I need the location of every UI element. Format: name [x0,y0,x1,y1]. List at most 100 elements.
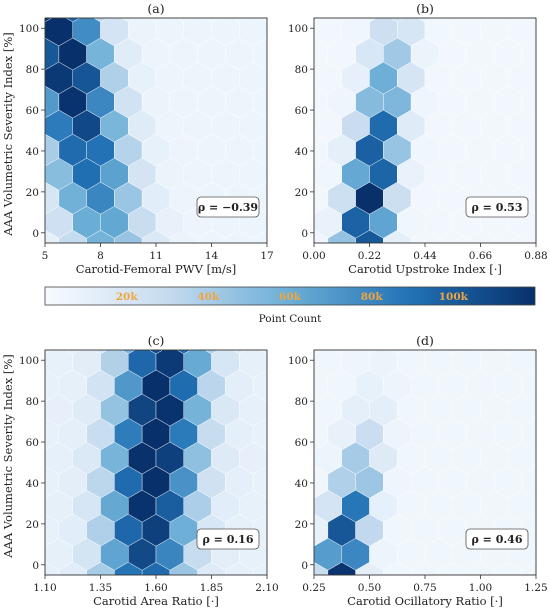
hexbin-cell [148,18,164,23]
hexbin-cell [239,350,267,379]
hexbin-cell [521,561,536,575]
x-tick-label: 0.50 [358,582,381,594]
correlation-box [196,528,260,550]
panel-c: (c) 1.10 1.35 1.60 1.85 2.10 0 20 40 60 80 100 Carot… [19,333,279,608]
hexbin-cell [259,350,267,355]
colorbar-label: Point Count [259,313,323,325]
hexbin-cell [204,350,219,355]
hexbin-cell [93,18,108,23]
hexbin-cell [314,561,329,575]
x-tick-label: 1.85 [200,582,223,594]
hexbin-cell [521,465,536,499]
x-tick-label: 0.25 [302,582,325,594]
y-tick-label: 20 [295,187,308,199]
x-tick-label: 8 [97,250,104,262]
hexbin-cell [204,18,219,23]
hexbin-cell [232,350,247,355]
y-tick-label: 0 [32,228,39,240]
correlation-box [196,196,260,218]
x-tick-label: 1.35 [89,582,112,594]
y-tick-label: 60 [26,105,39,117]
x-tick-label: 0.66 [469,250,493,262]
hexbin-cell [390,350,405,355]
hexbin-cell [176,350,191,355]
correlation-annotation: ρ = 0.16 [203,533,254,546]
y-tick-label: 20 [26,519,39,531]
correlation-annotation: ρ = −0.39 [198,201,258,214]
hexbin-cell [314,229,329,243]
y-tick-label: 40 [295,478,308,490]
hexbin-cell [521,229,536,243]
y-tick-label: 0 [301,560,308,572]
y-tick-label: 100 [288,23,308,35]
x-tick-label: 1.10 [33,582,56,594]
hexbin-cell [508,350,536,379]
x-tick-label: 2.10 [255,582,278,594]
hexbin-cell [121,350,136,355]
hexbin-cell [521,417,536,451]
hexbin-cell [45,350,53,355]
x-tick-label: 0.75 [413,582,436,594]
panel-title: (c) [148,333,165,348]
x-axis-label: Carotid Upstroke Index [·] [348,262,502,276]
hexbin-cell [252,417,267,451]
y-tick-label: 100 [19,355,39,367]
y-tick-label: 60 [295,105,308,117]
hexbin-cell [314,18,322,23]
x-tick-label: 0.22 [358,250,381,262]
hexbin-cell [501,18,516,23]
x-tick-label: 17 [260,250,273,262]
hexbin-cell [362,350,377,355]
hexbin-cell [334,350,349,355]
colorbar-tick-label: 40k [197,291,220,303]
hexbin-cell [521,85,536,119]
x-tick-label: 5 [42,250,49,262]
hexbin-cell [252,133,267,167]
colorbar: 20k 40k 60k 80k 100k Point Count [44,286,536,325]
colorbar-bar [44,286,536,306]
x-tick-label: 0.00 [302,250,325,262]
shared-ylabel-bottom: AAA Volumetric Severity Index [%] [1,354,15,559]
x-tick-label: 1.25 [524,582,547,594]
y-tick-label: 60 [26,437,39,449]
y-tick-label: 80 [295,396,308,408]
hexbin-cell [252,85,267,119]
hexbin-cell [473,350,488,355]
hexbin-cell [176,18,191,23]
hexbin-cell [445,350,460,355]
hexbin-cell [239,18,267,47]
hexbin-cell [473,18,488,23]
panels-group: (a) 5 8 11 14 17 0 20 40 60 80 100 Carotid-Femoral P… [19,1,548,608]
correlation-annotation: ρ = 0.53 [472,201,523,214]
panel-title: (b) [416,1,434,16]
x-axis-label: Carotid Area Ratio [·] [93,594,219,608]
panel-a: (a) 5 8 11 14 17 0 20 40 60 80 100 Carotid-Femoral P… [19,1,274,276]
hexbin-cell [252,465,267,499]
hexbin-cell [390,18,405,23]
correlation-box [465,196,529,218]
x-axis-label: Carotid Ocillatory Ratio [·] [347,594,503,608]
hexbin-cell [521,37,536,71]
y-tick-label: 40 [26,478,39,490]
hexbin-cell [252,561,267,575]
colorbar-tick-label: 20k [116,291,139,303]
y-tick-label: 80 [295,64,308,76]
panel-d: (d) 0.25 0.50 0.75 1.00 1.25 0 20 40 60 80 100 Carot… [288,333,548,608]
hexbin-layer [45,18,267,243]
hexbin-cell [93,350,108,355]
x-axis-label: Carotid-Femoral PWV [m/s] [76,262,236,276]
correlation-box [465,528,529,550]
x-tick-label: 1.00 [469,582,492,594]
y-tick-label: 20 [26,187,39,199]
hexbin-cell [417,350,433,355]
y-tick-label: 100 [288,355,308,367]
hexbin-cell [65,18,80,23]
hexbin-cell [521,369,536,403]
hexbin-layer [314,350,536,575]
y-tick-label: 80 [26,396,39,408]
hexbin-cell [259,18,267,23]
y-tick-label: 60 [295,437,308,449]
hexbin-cell [252,37,267,71]
y-tick-label: 100 [19,23,39,35]
panel-title: (a) [147,1,164,16]
